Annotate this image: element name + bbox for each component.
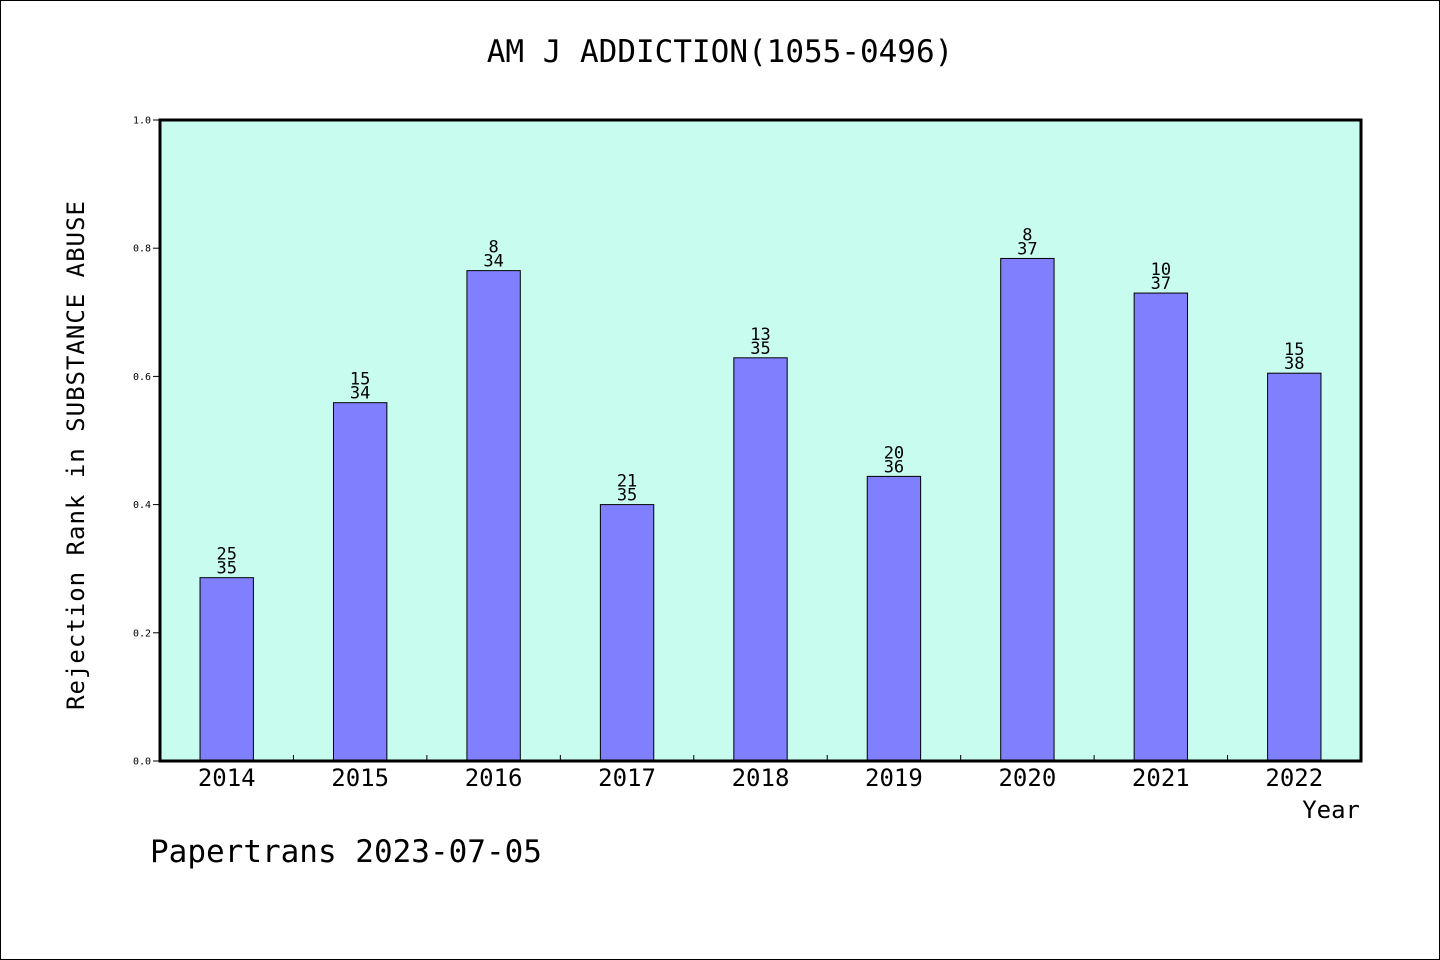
bar-label-rank: 10 [1151,260,1171,280]
bar [466,270,521,762]
bar [1133,292,1189,762]
x-tick-label: 2014 [198,764,256,792]
y-axis-label: Rejection Rank in SUBSTANCE ABUSE [62,200,90,710]
x-tick-label: 2015 [331,764,389,792]
bar [733,357,788,762]
x-axis-label: Year [1302,796,1360,824]
bar-label-total: 37 [1151,274,1171,294]
footer-credit: Papertrans 2023-07-05 [150,834,542,870]
chart-title: AM J ADDICTION(1055-0496) [486,34,954,70]
bar-label-rank: 25 [216,545,236,565]
bar [199,577,254,762]
bar-label-rank: 13 [750,325,770,345]
y-tick-label: 1.0 [133,116,151,127]
y-tick-label: 0.2 [133,628,151,639]
x-tick-label: 2017 [598,764,656,792]
bar-label-rank: 8 [1022,225,1032,245]
bar-label-total: 35 [216,559,236,579]
bar-label-rank: 15 [350,370,370,390]
y-tick-label: 0.8 [133,244,151,255]
bar [599,504,655,762]
bar-label-rank: 8 [488,238,498,258]
bar-label-total: 35 [750,339,770,359]
y-tick-label: 0.4 [133,500,151,511]
x-tick-label: 2019 [865,764,923,792]
bar-label-total: 38 [1284,354,1304,374]
bar-label-rank: 15 [1284,340,1304,360]
x-tick-label: 2018 [732,764,790,792]
bar [866,475,922,762]
bar-label-total: 34 [350,384,370,404]
bar-label-total: 35 [617,486,637,506]
bar-label-total: 36 [884,457,904,477]
bar [1000,257,1055,762]
bar [332,402,388,762]
x-tick-label: 2021 [1132,764,1190,792]
plot-border [158,118,1363,763]
bar-label-total: 34 [483,252,503,272]
bar-label-total: 37 [1017,239,1037,259]
x-tick-label: 2020 [998,764,1056,792]
bar-label-rank: 20 [884,443,904,463]
bar [1267,372,1322,762]
bar-label-rank: 21 [617,472,637,492]
y-tick-label: 0.0 [133,757,151,768]
x-tick-label: 2016 [465,764,523,792]
x-tick-label: 2022 [1265,764,1323,792]
y-tick-label: 0.6 [133,372,151,383]
